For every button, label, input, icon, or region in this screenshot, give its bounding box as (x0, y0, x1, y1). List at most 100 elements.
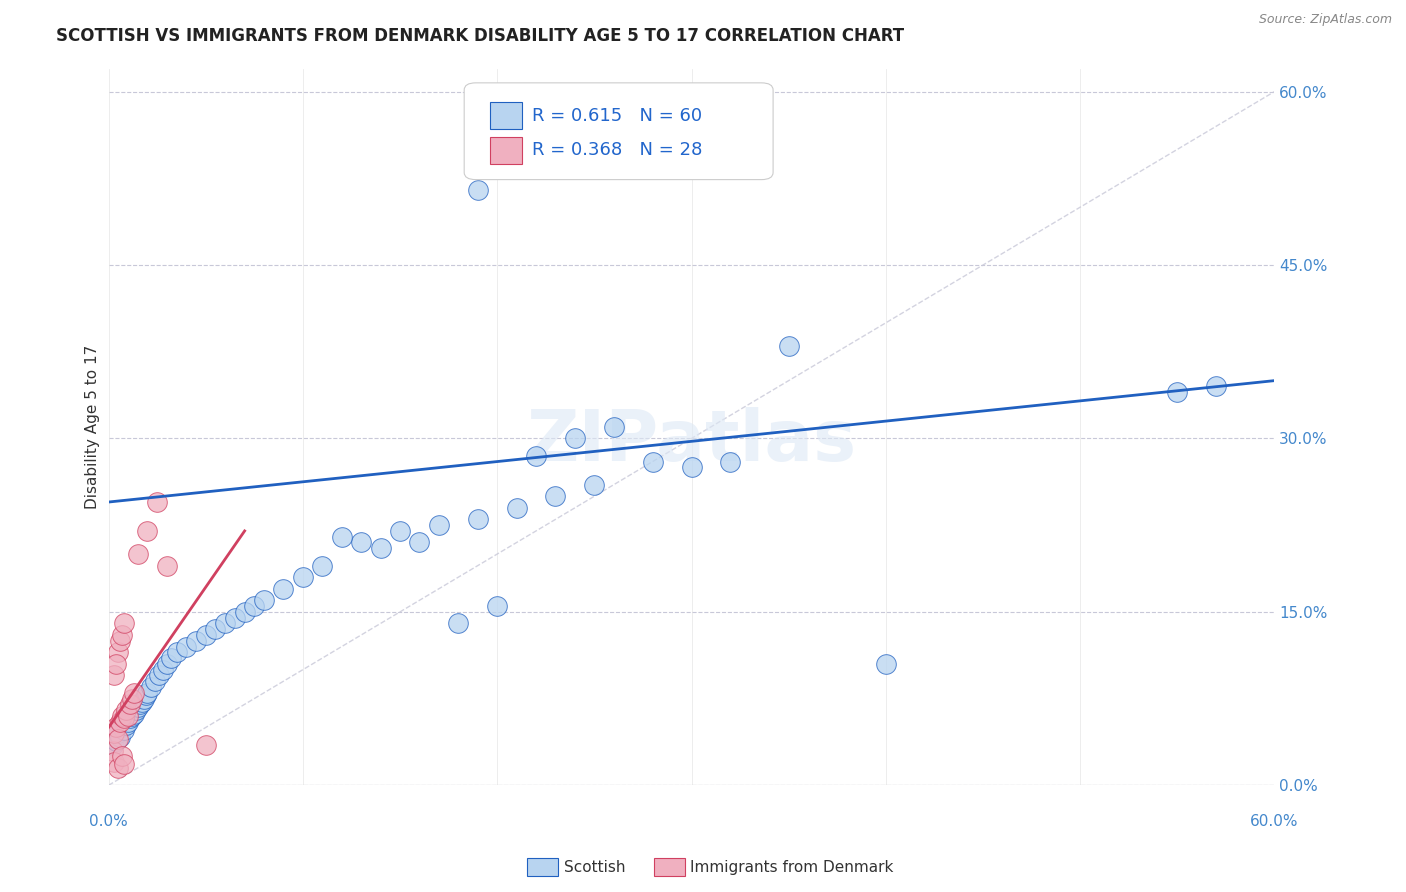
Point (117, 709, 139, 723)
Point (111, 628, 134, 642)
Point (681, 460, 703, 475)
Point (176, 640, 198, 654)
Text: Source: ZipAtlas.com: Source: ZipAtlas.com (1258, 13, 1392, 27)
Point (718, 454, 741, 468)
Point (127, 547, 149, 561)
Point (253, 593, 276, 607)
Point (467, 183, 489, 197)
Point (110, 714, 132, 729)
Point (146, 495, 169, 509)
Point (105, 734, 128, 748)
Text: SCOTTISH VS IMMIGRANTS FROM DENMARK DISABILITY AGE 5 TO 17 CORRELATION CHART: SCOTTISH VS IMMIGRANTS FROM DENMARK DISA… (56, 27, 904, 45)
Point (778, 339, 800, 353)
Point (603, 420, 626, 434)
Point (121, 709, 143, 723)
Point (143, 674, 166, 689)
Point (204, 622, 226, 636)
FancyBboxPatch shape (489, 136, 523, 164)
Text: 0.0%: 0.0% (89, 814, 128, 830)
Point (107, 726, 129, 740)
Point (641, 454, 664, 468)
Point (103, 731, 125, 746)
Point (112, 616, 135, 631)
Point (505, 500, 527, 515)
Text: R = 0.615   N = 60: R = 0.615 N = 60 (531, 107, 702, 125)
Point (370, 541, 392, 556)
Point (127, 699, 149, 714)
Point (156, 657, 179, 671)
Text: Scottish: Scottish (564, 860, 626, 874)
Point (194, 738, 217, 752)
FancyBboxPatch shape (464, 83, 773, 179)
Point (111, 749, 134, 764)
Point (1166, 385, 1188, 400)
Point (112, 723, 135, 737)
Point (110, 633, 132, 648)
Point (111, 709, 134, 723)
Point (103, 726, 125, 740)
Point (128, 698, 150, 712)
Y-axis label: Disability Age 5 to 17: Disability Age 5 to 17 (86, 344, 100, 509)
Point (544, 489, 567, 503)
Point (115, 718, 138, 732)
Point (467, 512, 489, 526)
Point (524, 449, 547, 463)
Point (118, 698, 141, 712)
Point (311, 558, 333, 573)
Text: R = 0.368   N = 28: R = 0.368 N = 28 (531, 141, 702, 160)
Point (408, 535, 430, 549)
Point (132, 691, 155, 706)
FancyBboxPatch shape (489, 103, 523, 129)
Point (101, 743, 124, 757)
Point (166, 645, 188, 659)
Point (224, 610, 246, 624)
Point (243, 599, 266, 613)
Point (112, 711, 135, 725)
Point (136, 524, 159, 538)
Point (141, 680, 163, 694)
Point (122, 686, 145, 700)
Point (121, 691, 143, 706)
Point (122, 706, 145, 721)
Point (107, 645, 129, 659)
Point (107, 731, 129, 746)
Point (112, 757, 135, 772)
Point (389, 524, 412, 538)
Point (291, 570, 314, 584)
Point (135, 688, 157, 702)
Point (103, 668, 125, 682)
Point (131, 695, 153, 709)
Point (330, 530, 353, 544)
Point (583, 477, 606, 491)
Point (107, 761, 129, 775)
Point (136, 686, 159, 700)
Point (214, 616, 236, 631)
Text: 60.0%: 60.0% (1250, 814, 1299, 830)
Point (105, 721, 128, 735)
Point (184, 633, 207, 648)
Point (148, 668, 170, 682)
Point (273, 582, 295, 596)
Point (101, 738, 124, 752)
Point (350, 535, 373, 549)
Point (564, 432, 586, 446)
Text: ZIPatlas: ZIPatlas (526, 407, 856, 475)
Point (447, 616, 470, 631)
Point (103, 755, 125, 769)
Point (125, 703, 148, 717)
Point (152, 663, 174, 677)
Point (132, 796, 155, 810)
Point (159, 651, 181, 665)
Point (111, 721, 134, 735)
Point (110, 730, 132, 744)
Point (486, 599, 509, 613)
Point (105, 657, 128, 671)
Point (427, 518, 450, 533)
Text: Immigrants from Denmark: Immigrants from Denmark (690, 860, 894, 874)
Point (117, 714, 139, 729)
Point (115, 703, 138, 717)
Point (1205, 379, 1227, 393)
Point (194, 628, 217, 642)
Point (875, 657, 897, 671)
Point (233, 605, 256, 619)
